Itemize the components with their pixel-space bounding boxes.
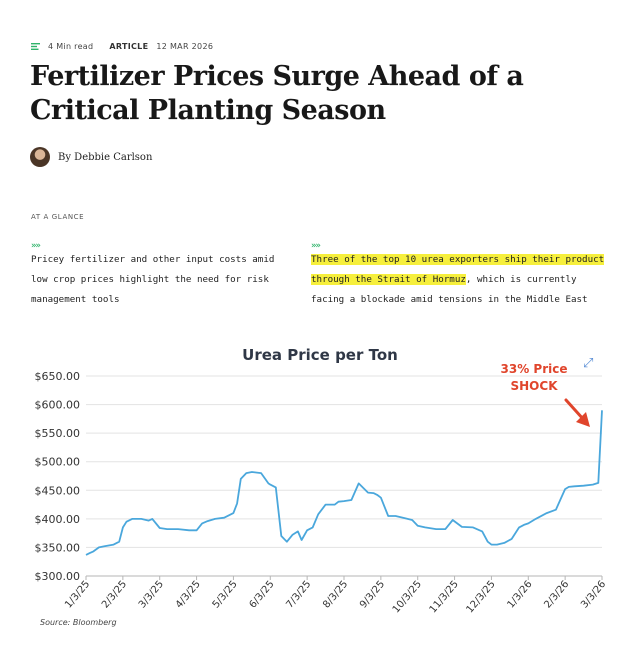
chart-plot: $650.00 $600.00 $550.00 $500.00 $450.00 $400.…	[35, 370, 609, 616]
expand-icon[interactable]: ⤢	[583, 355, 594, 370]
annotation-line-1: 33% Price	[500, 362, 568, 376]
glance-item-left: »» Pricey fertilizer and other input cos…	[31, 236, 296, 310]
article-type: ARTICLE	[109, 42, 149, 51]
x-tick-label: 8/3/25	[321, 579, 350, 611]
glance-text-left: Pricey fertilizer and other input costs …	[31, 254, 275, 305]
glance-text-right: Three of the top 10 urea exporters ship …	[311, 250, 611, 310]
x-tick-label: 1/3/25	[63, 579, 92, 611]
price-shock-annotation: 33% Price SHOCK	[497, 361, 571, 395]
x-tick-label: 3/3/26	[579, 579, 608, 611]
y-tick-label: $450.00	[35, 484, 81, 497]
chart-title: Urea Price per Ton	[242, 346, 398, 364]
glance-item-right: »» Three of the top 10 urea exporters sh…	[311, 236, 611, 310]
annotation-line-2: SHOCK	[510, 379, 558, 393]
x-tick-label: 4/3/25	[174, 579, 203, 611]
author-avatar[interactable]	[30, 147, 50, 167]
byline: By Debbie Carlson	[30, 147, 152, 167]
x-tick-label: 2/3/26	[542, 579, 571, 611]
at-a-glance-label: AT A GLANCE	[31, 213, 85, 221]
headline: Fertilizer Prices Surge Ahead of a Criti…	[30, 61, 524, 126]
x-tick-label: 11/3/25	[428, 579, 461, 616]
annotation-arrowhead	[576, 412, 590, 427]
x-tick-label: 10/3/25	[391, 579, 424, 616]
y-tick-label: $650.00	[35, 370, 81, 383]
annotation-arrow	[564, 398, 586, 422]
y-tick-label: $500.00	[35, 456, 81, 469]
urea-price-chart: Urea Price per Ton ⤢ 33% Price SHOCK $65…	[0, 340, 640, 640]
x-tick-label: 9/3/25	[358, 579, 387, 611]
x-tick-label: 3/3/25	[137, 579, 166, 611]
y-tick-label: $600.00	[35, 399, 81, 412]
author-name[interactable]: By Debbie Carlson	[58, 151, 153, 163]
chart-source: Source: Bloomberg	[40, 618, 117, 627]
chevron-icon: »»	[311, 241, 321, 251]
x-tick-label: 1/3/26	[505, 579, 534, 611]
x-tick-label: 12/3/25	[465, 579, 498, 616]
publish-date: 12 MAR 2026	[156, 42, 214, 51]
x-tick-label: 5/3/25	[211, 579, 240, 611]
read-time: 4 Min read	[48, 42, 94, 51]
y-tick-label: $400.00	[35, 513, 81, 526]
glance-text-right-rest: , which is currently facing a blockade a…	[311, 274, 588, 305]
y-tick-label: $300.00	[35, 570, 81, 583]
y-tick-label: $350.00	[35, 541, 81, 554]
y-tick-label: $550.00	[35, 427, 81, 440]
article-meta: 4 Min read ARTICLE 12 MAR 2026	[31, 42, 213, 51]
chevron-icon: »»	[31, 241, 41, 251]
x-tick-label: 7/3/25	[284, 579, 313, 611]
x-tick-label: 2/3/25	[100, 579, 129, 611]
reading-time-icon	[31, 43, 40, 50]
x-tick-label: 6/3/25	[247, 579, 276, 611]
series-line	[85, 410, 603, 556]
